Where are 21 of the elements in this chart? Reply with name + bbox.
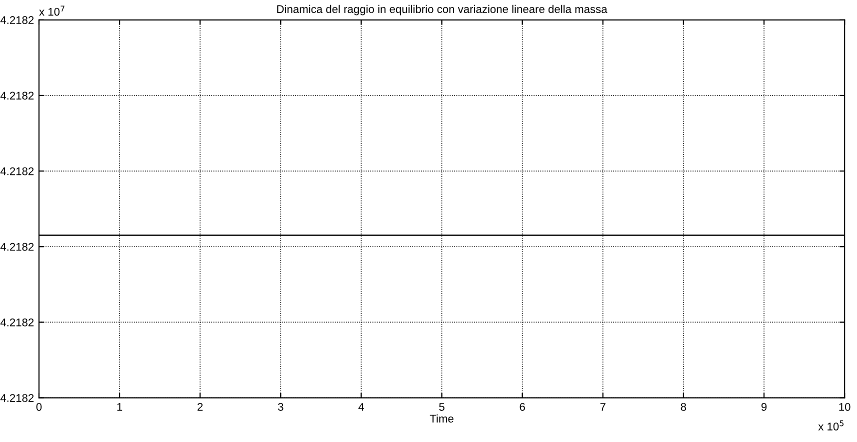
x-tick-label: 3 [278,402,284,411]
text: x 10$^{5}$ [818,420,844,430]
y-tick-label: 4.2182 [0,318,34,326]
x-axis-title: Time [430,414,454,423]
x-tick-label: 6 [520,402,525,411]
x-tick-label: 1 [117,403,122,411]
x-tick-label: 8 [680,402,686,411]
x-tick-label: 10 [839,402,850,411]
x-tick-label: 7 [600,403,606,411]
x-tick-label: 5 [439,403,444,411]
chart-title: Dinamica del raggio in equilibrio con variazione lineare della massa [277,4,608,16]
y-tick-label: 4.2182 [0,167,34,176]
x-tick-label: 4 [358,403,364,411]
x-tick-label: 2 [198,402,203,411]
y-tick-label: 4.2182 [0,92,34,100]
text: x 10$^{7}$ [39,6,64,16]
y-tick-label: 4.2182 [0,16,34,24]
y-tick-label: 4.2182 [0,394,34,402]
y-tick-label: 4.2182 [0,242,34,251]
x-tick-label: 9 [761,402,767,411]
x-tick-label: 0 [36,402,42,411]
